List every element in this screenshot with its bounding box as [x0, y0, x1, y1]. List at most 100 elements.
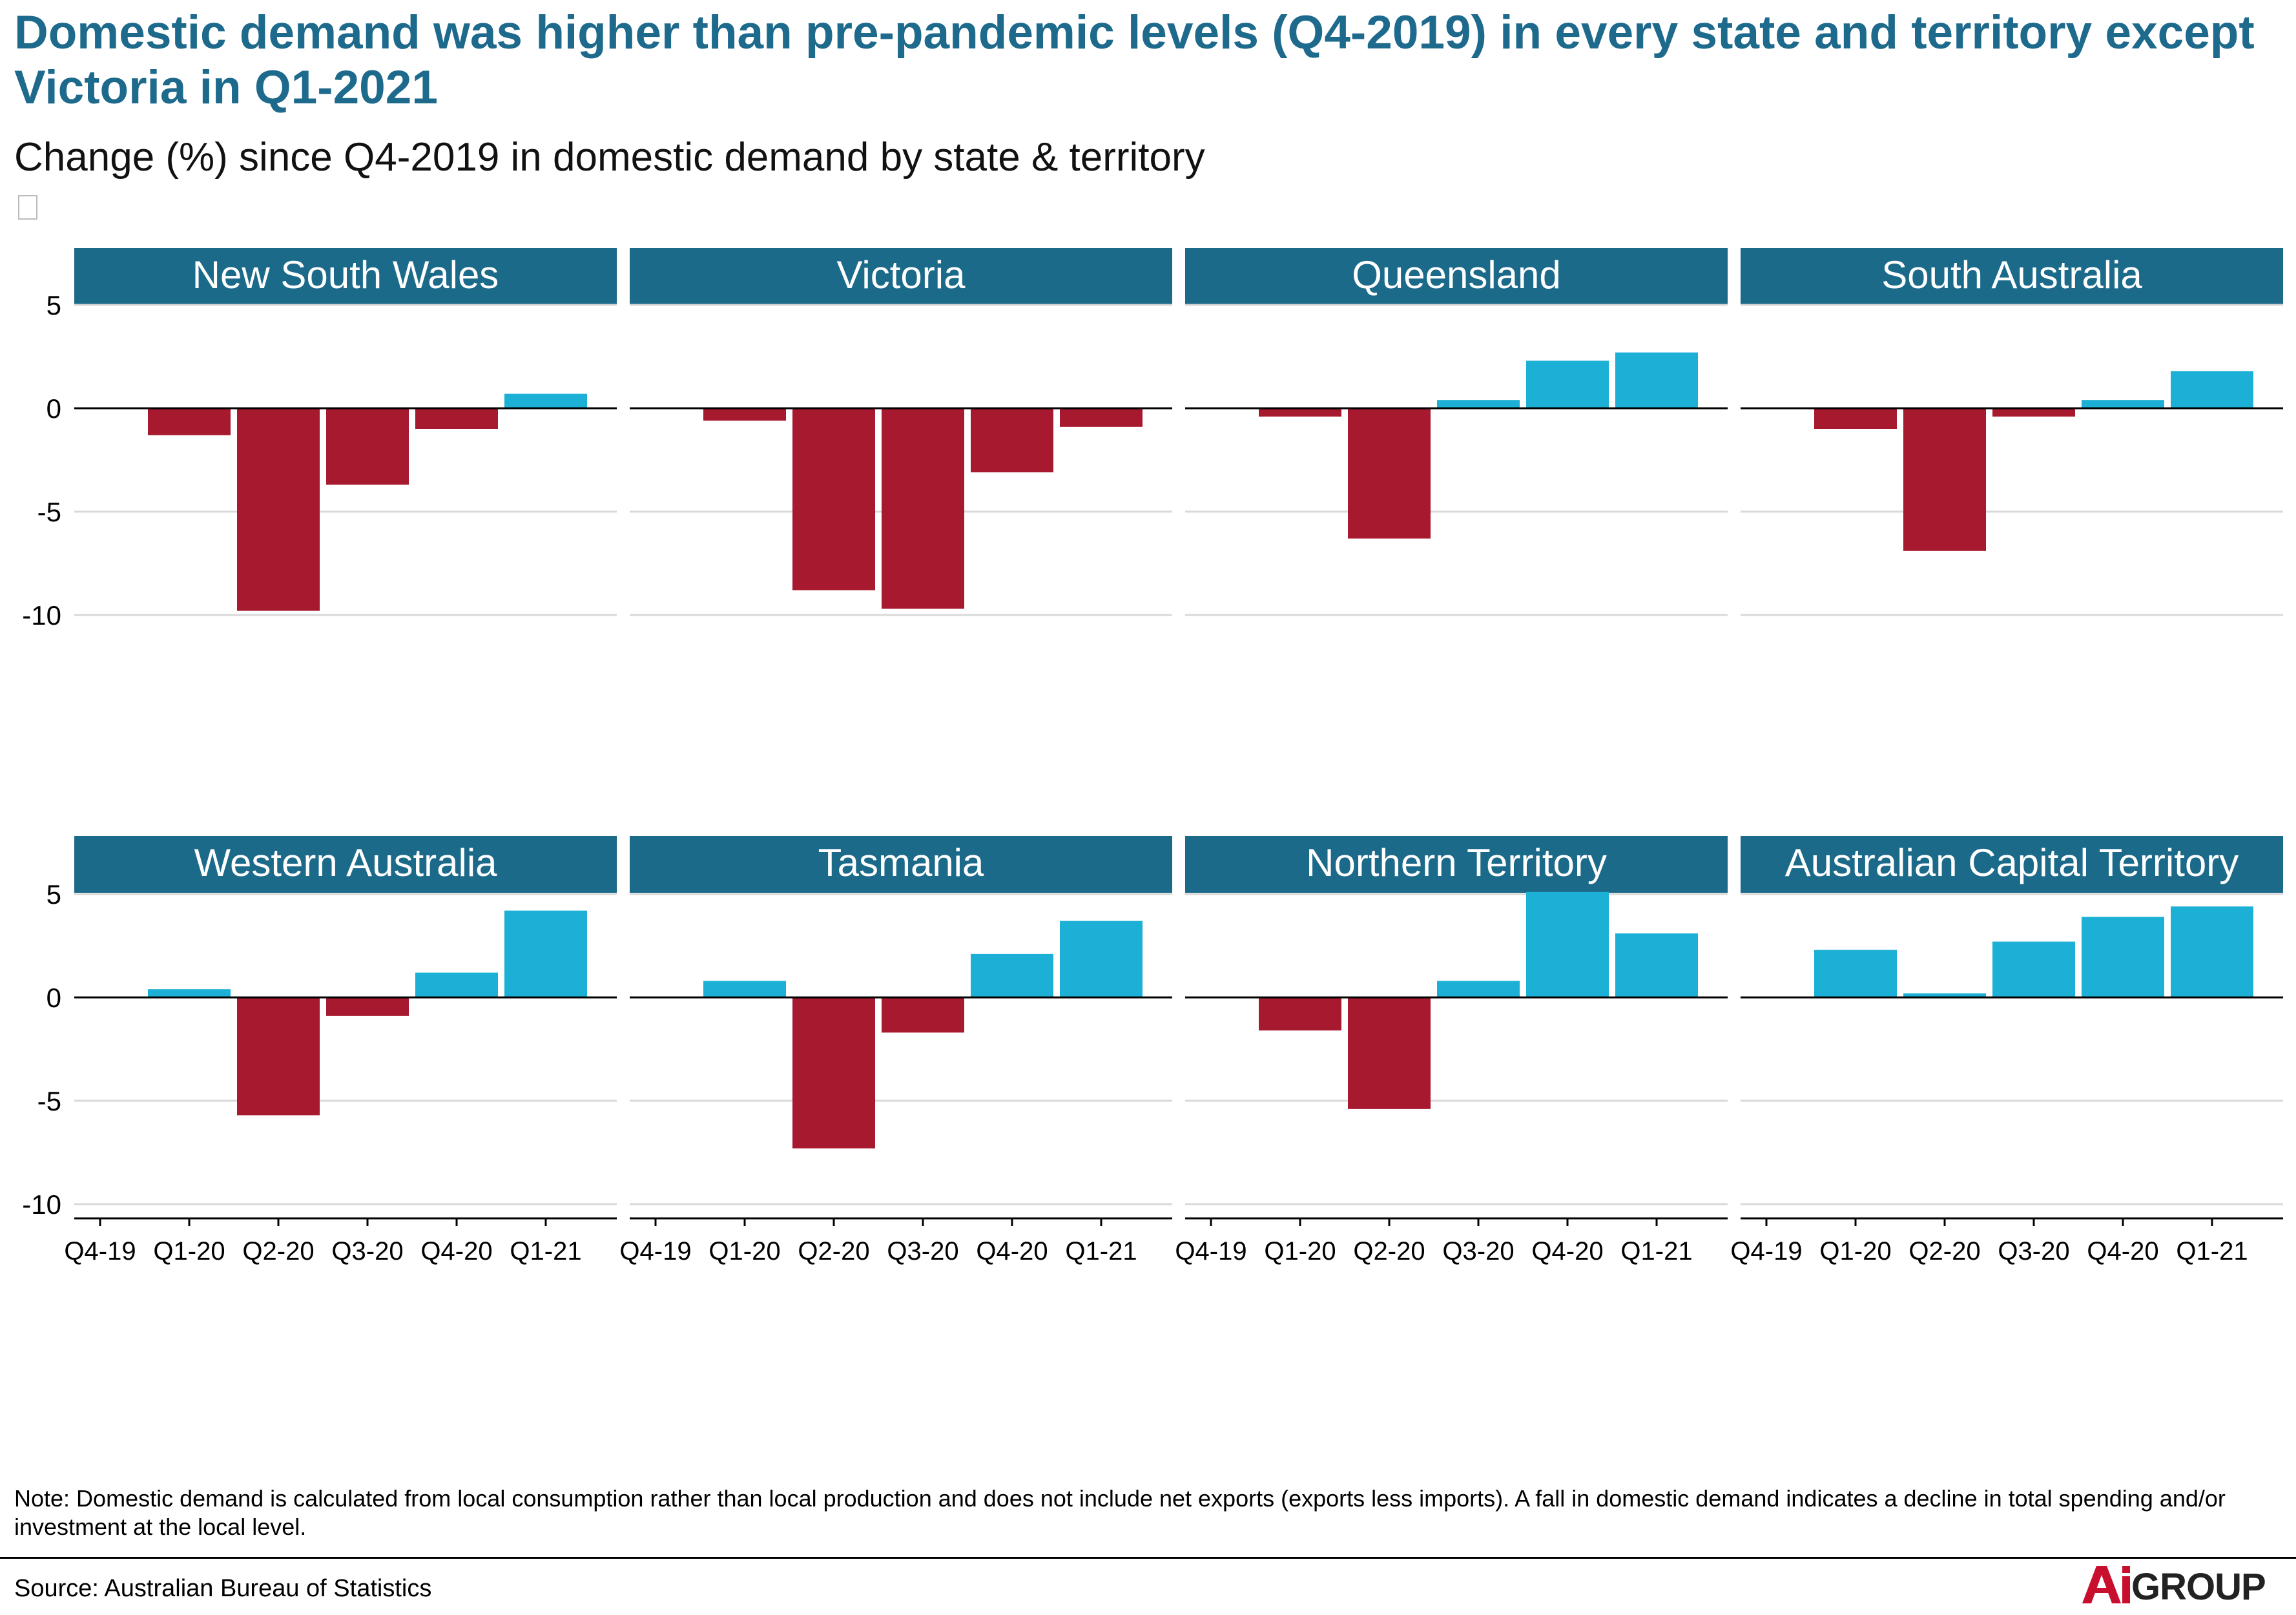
bar-q1-21: [1615, 352, 1698, 408]
x-tick-label: Q3-20: [1998, 1237, 2069, 1266]
x-tick-label: Q4-19: [1175, 1237, 1246, 1266]
bar-q2-20: [1903, 993, 1986, 997]
panel-header: [630, 836, 1172, 893]
bar-q1-21: [1060, 408, 1143, 427]
x-tick-label: Q2-20: [1353, 1237, 1425, 1266]
bar-q2-20: [1903, 408, 1986, 551]
y-tick-label: -10: [22, 600, 61, 630]
panel-queensland: Queensland: [1185, 248, 1728, 616]
bar-q2-20: [237, 408, 320, 611]
bar-q1-21: [2171, 371, 2253, 408]
bar-q3-20: [1992, 408, 2075, 417]
x-tick-label: Q3-20: [331, 1237, 403, 1266]
panel-header: [1741, 248, 2283, 305]
x-tick-label: Q1-21: [1065, 1237, 1137, 1266]
y-tick-label: -5: [37, 1086, 61, 1116]
bar-q1-21: [1615, 933, 1698, 997]
panel-header: [630, 248, 1172, 305]
panel-south-australia: South Australia: [1741, 248, 2283, 616]
bar-q2-20: [237, 997, 320, 1116]
x-tick-label: Q4-20: [976, 1237, 1048, 1266]
panel-tasmania: Tasmania Q4-19 Q1-20 Q2-20 Q3-20 Q4-20 Q1-21: [619, 836, 1172, 1266]
bar-q3-20: [882, 997, 964, 1033]
x-tick-label: Q4-19: [619, 1237, 691, 1266]
panel-title: Northern Territory: [1306, 841, 1607, 884]
bar-q4-20: [1526, 360, 1609, 408]
x-tick-label: Q3-20: [887, 1237, 958, 1266]
panel-title: Victoria: [837, 253, 966, 297]
bar-q4-20: [1526, 891, 1609, 997]
panel-header: [1185, 248, 1728, 305]
panel-title: Queensland: [1352, 253, 1561, 297]
panel-australian-capital-territory: Australian Capital Territory Q4-19 Q1-20 Q2…: [1730, 836, 2283, 1266]
x-tick-label: Q4-20: [420, 1237, 492, 1266]
x-tick-label: Q1-20: [153, 1237, 225, 1266]
bar-q3-20: [882, 408, 964, 609]
bar-q4-20: [2082, 400, 2164, 408]
source-text: Source: Australian Bureau of Statistics: [14, 1575, 432, 1602]
x-tick-label: Q2-20: [242, 1237, 314, 1266]
bar-q1-20: [148, 408, 231, 435]
bar-q1-20: [1259, 408, 1341, 417]
x-tick-label: Q3-20: [1442, 1237, 1514, 1266]
bar-q3-20: [1437, 400, 1520, 408]
bar-q4-20: [415, 408, 498, 429]
bar-q3-20: [326, 997, 409, 1016]
panel-header: [1185, 836, 1728, 893]
x-tick-label: Q4-19: [1730, 1237, 1802, 1266]
panel-title: Australian Capital Territory: [1785, 841, 2239, 884]
panel-title: Tasmania: [818, 841, 984, 884]
bar-q3-20: [1992, 941, 2075, 997]
panel-header: [74, 836, 617, 893]
panel-title: South Australia: [1881, 253, 2142, 297]
bar-q4-20: [971, 953, 1053, 997]
footer-divider: [0, 1557, 2296, 1559]
bar-q1-20: [703, 408, 786, 421]
bar-q3-20: [1437, 981, 1520, 997]
panel-header: [74, 248, 617, 305]
bar-q3-20: [326, 408, 409, 485]
bar-q2-20: [1348, 408, 1431, 539]
y-tick-label: 5: [47, 290, 61, 320]
chart-subtitle: Change (%) since Q4-2019 in domestic dem…: [14, 135, 1205, 180]
ai-logo-mark-icon: [2082, 1566, 2130, 1603]
bar-q1-21: [1060, 921, 1143, 997]
panel-victoria: Victoria: [630, 248, 1172, 616]
bar-q2-20: [792, 408, 875, 590]
bar-q4-20: [971, 408, 1053, 473]
y-tick-label: 5: [47, 879, 61, 910]
bar-q4-20: [2082, 917, 2164, 997]
bar-q4-20: [415, 972, 498, 997]
bar-q1-20: [1814, 408, 1897, 429]
y-tick-label: -10: [22, 1189, 61, 1220]
bar-q1-20: [1814, 950, 1897, 997]
x-tick-label: Q4-20: [1531, 1237, 1603, 1266]
chart-note: Note: Domestic demand is calculated from…: [14, 1485, 2226, 1540]
bar-q1-21: [2171, 906, 2253, 997]
bar-q1-21: [504, 393, 587, 408]
x-tick-label: Q4-19: [64, 1237, 136, 1266]
x-tick-label: Q1-20: [1264, 1237, 1336, 1266]
logo-text: GROUP: [2131, 1566, 2266, 1608]
bar-q2-20: [1348, 997, 1431, 1109]
legend-placeholder: [18, 195, 37, 220]
x-tick-label: Q4-20: [2087, 1237, 2158, 1266]
y-tick-label: 0: [47, 393, 61, 424]
panel-header: [1741, 836, 2283, 893]
panel-title: Western Australia: [194, 841, 497, 884]
panel-northern-territory: Northern Territory Q4-19 Q1-20 Q2-20 Q3-20 Q4…: [1175, 836, 1728, 1266]
chart-title: Domestic demand was higher than pre-pand…: [14, 6, 2255, 114]
bar-q1-20: [148, 989, 231, 997]
x-tick-label: Q1-21: [2176, 1237, 2248, 1266]
y-tick-label: -5: [37, 497, 61, 527]
x-tick-label: Q1-20: [708, 1237, 780, 1266]
x-tick-label: Q2-20: [798, 1237, 869, 1266]
bar-q1-20: [703, 981, 786, 997]
y-tick-label: 0: [47, 983, 61, 1013]
x-tick-label: Q1-21: [1620, 1237, 1692, 1266]
bar-q1-21: [504, 910, 587, 997]
x-tick-label: Q2-20: [1908, 1237, 1980, 1266]
panel-title: New South Wales: [192, 253, 499, 297]
